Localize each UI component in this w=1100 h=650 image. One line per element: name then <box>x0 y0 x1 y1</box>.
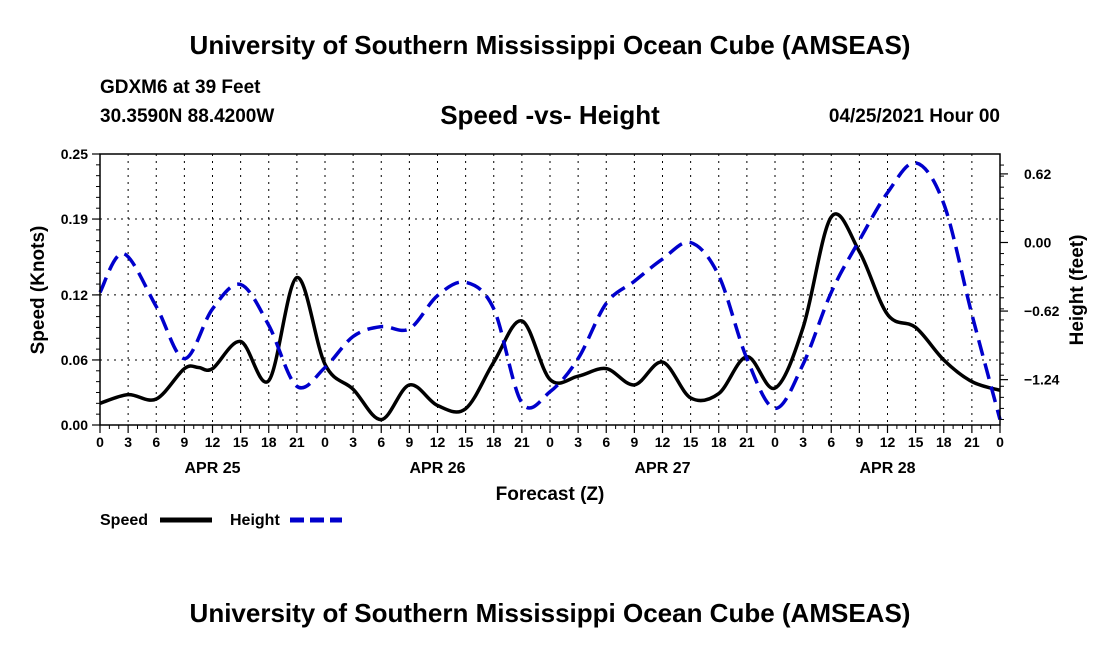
day-label: APR 26 <box>409 460 465 477</box>
x-tick-label: 9 <box>630 434 638 450</box>
x-tick-label: 3 <box>349 434 357 450</box>
x-tick-label: 21 <box>514 434 530 450</box>
y-tick-label: 0.12 <box>61 287 88 303</box>
x-tick-label: 0 <box>771 434 779 450</box>
x-tick-label: 3 <box>124 434 132 450</box>
x-tick-label: 15 <box>683 434 699 450</box>
day-label: APR 25 <box>184 460 240 477</box>
day-label: APR 28 <box>859 460 915 477</box>
x-tick-label: 0 <box>96 434 104 450</box>
x-tick-label: 21 <box>289 434 305 450</box>
x-tick-label: 18 <box>261 434 277 450</box>
x-tick-label: 15 <box>458 434 474 450</box>
legend: Speed Height <box>100 512 342 529</box>
x-tick-label: 6 <box>602 434 610 450</box>
x-tick-label: 18 <box>486 434 502 450</box>
x-tick-label: 18 <box>936 434 952 450</box>
x-tick-label: 12 <box>430 434 446 450</box>
x-tick-label: 0 <box>321 434 329 450</box>
legend-height-label: Height <box>230 512 280 529</box>
y2-tick-label: 0.00 <box>1024 234 1051 250</box>
plot-frame <box>99 153 1001 426</box>
x-tick-label: 21 <box>739 434 755 450</box>
x-tick-label: 9 <box>855 434 863 450</box>
x-tick-label: 12 <box>880 434 896 450</box>
station-label: GDXM6 at 39 Feet <box>100 77 261 98</box>
y2-tick-label: −1.24 <box>1024 372 1060 388</box>
x-tick-label: 3 <box>574 434 582 450</box>
x-tick-label: 6 <box>827 434 835 450</box>
x-tick-label: 6 <box>152 434 160 450</box>
x-tick-label: 6 <box>377 434 385 450</box>
x-tick-label: 0 <box>546 434 554 450</box>
x-tick-label: 15 <box>233 434 249 450</box>
footer-title: University of Southern Mississippi Ocean… <box>189 598 911 628</box>
y2-axis-label: Height (feet) <box>1067 235 1088 346</box>
x-tick-label: 12 <box>655 434 671 450</box>
page-title: University of Southern Mississippi Ocean… <box>189 30 911 60</box>
x-axis-label: Forecast (Z) <box>496 484 605 505</box>
y-tick-label: 0.06 <box>61 352 88 368</box>
datetime-label: 04/25/2021 Hour 00 <box>828 106 1000 127</box>
day-label: APR 27 <box>634 460 690 477</box>
coordinates-label: 30.3590N 88.4200W <box>100 106 275 127</box>
speed-series-line <box>99 212 1001 422</box>
y2-tick-label: 0.62 <box>1024 166 1051 182</box>
x-tick-label: 9 <box>405 434 413 450</box>
x-tick-label: 12 <box>205 434 221 450</box>
x-tick-label: 9 <box>180 434 188 450</box>
x-tick-label: 21 <box>964 434 980 450</box>
x-tick-label: 15 <box>908 434 924 450</box>
height-series-line <box>98 161 1002 420</box>
legend-speed-label: Speed <box>100 512 148 529</box>
x-tick-label: 18 <box>711 434 727 450</box>
y-tick-label: 0.00 <box>61 417 88 433</box>
speed-height-chart: 0 3 6 9 12 15 18 21 0 3 6 9 12 15 18 21 0 3 6 9 12 15 18 21 0 3 6 9… <box>28 146 1088 529</box>
x-tick-label: 0 <box>996 434 1004 450</box>
y-axis-label: Speed (Knots) <box>28 226 49 355</box>
chart-title: Speed -vs- Height <box>440 100 660 130</box>
y-tick-label: 0.19 <box>61 211 88 227</box>
y2-tick-label: −0.62 <box>1024 303 1060 319</box>
y-tick-label: 0.25 <box>61 146 88 162</box>
x-tick-label: 3 <box>799 434 807 450</box>
